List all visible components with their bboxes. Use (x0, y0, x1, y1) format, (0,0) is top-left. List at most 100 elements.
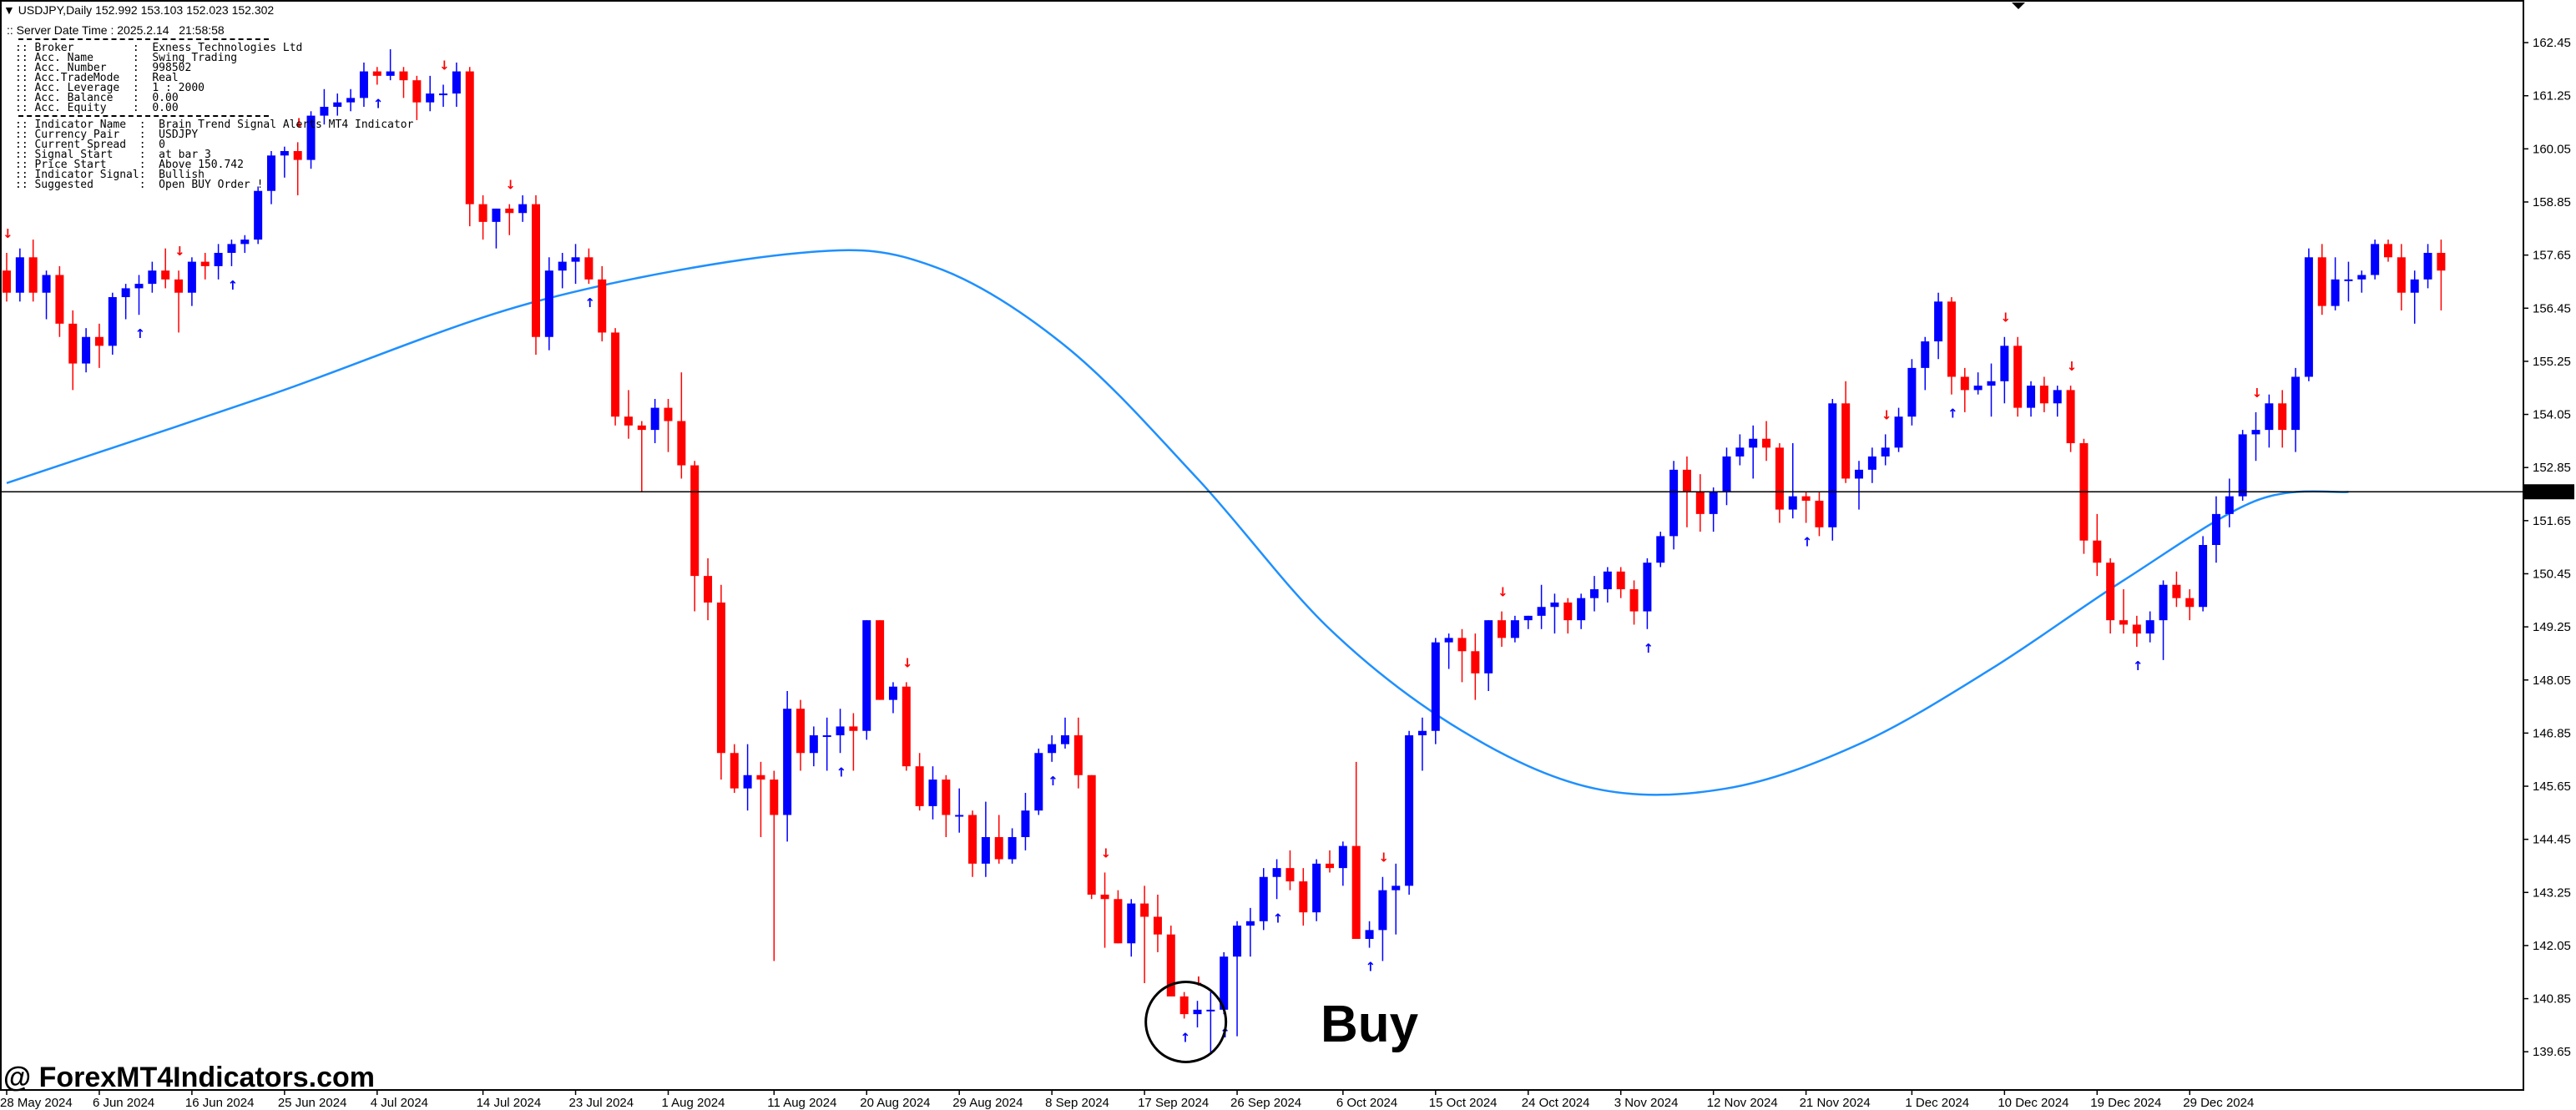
sell-arrow-icon: ↓ (505, 178, 516, 193)
candle-body (82, 336, 91, 364)
chart-border (0, 0, 2524, 1091)
y-tick-label: 143.25 (2533, 885, 2571, 900)
candle-body (558, 261, 567, 271)
x-tick-label: 14 Jul 2024 (477, 1096, 542, 1110)
candle-body (1140, 903, 1149, 917)
candle-body (2291, 376, 2301, 431)
sell-arrow-icon: ↓ (174, 244, 185, 259)
y-tick-label: 155.25 (2533, 355, 2571, 369)
y-tick-label: 151.65 (2533, 514, 2571, 528)
candle-body (2304, 257, 2313, 377)
buy-arrow-icon: ↑ (1802, 534, 1813, 549)
candle-body (1563, 602, 1573, 621)
candle-body (267, 155, 275, 191)
y-tick-label: 150.45 (2533, 567, 2571, 581)
candle-body (756, 774, 765, 780)
candle-body (505, 208, 514, 214)
candle-body (876, 620, 885, 700)
candle-body (2384, 244, 2392, 258)
candle-body (1550, 602, 1559, 608)
buy-arrow-icon: ↑ (836, 764, 847, 780)
candle-body (677, 421, 686, 466)
candle-body (161, 270, 170, 280)
candle-body (1153, 916, 1162, 935)
candle-body (1855, 469, 1863, 479)
candle-body (915, 766, 924, 806)
y-axis: 139.65 140.85 142.05 143.25 144.45 145.65 146.… (2523, 36, 2571, 1059)
candle-body (571, 257, 580, 262)
dropdown-triangle-icon[interactable]: ▼ (3, 3, 15, 17)
candle-body (1867, 456, 1876, 470)
candle-body (1351, 845, 1361, 939)
y-tick-label: 161.25 (2533, 89, 2571, 103)
candle-body (1722, 456, 1731, 492)
current-price-value: 152.302 (2526, 485, 2571, 499)
candle-body (1392, 885, 1401, 891)
candle-body (2159, 584, 2168, 621)
candle-body (55, 275, 64, 324)
candle-body (809, 735, 818, 754)
candle-body (1947, 301, 1956, 377)
candle-body (1960, 376, 1969, 391)
candle-body (888, 686, 897, 700)
sell-arrow-icon: ↓ (1378, 850, 1389, 865)
sell-arrow-icon: ↓ (439, 58, 450, 73)
candle-body (1272, 868, 1281, 877)
x-tick-label: 28 May 2024 (0, 1096, 73, 1110)
candle-body (822, 735, 831, 738)
candle-body (1828, 403, 1837, 527)
candle-body (704, 576, 713, 603)
candle-body (1934, 301, 1943, 342)
candle-body (386, 71, 395, 76)
candle-body (359, 71, 368, 98)
candle-body (1841, 403, 1851, 479)
candle-body (1484, 620, 1493, 674)
candle-body (2106, 563, 2115, 621)
candles-group (3, 49, 2446, 1054)
candle-body (1417, 730, 1427, 736)
candle-body (1405, 735, 1414, 886)
candle-body (1245, 921, 1255, 926)
candle-body (2013, 346, 2023, 408)
candle-body (2265, 403, 2274, 431)
x-tick-label: 25 Jun 2024 (278, 1096, 347, 1110)
y-tick-label: 145.65 (2533, 780, 2571, 794)
candle-body (1166, 934, 1175, 996)
sell-arrow-icon: ↓ (2252, 386, 2263, 401)
x-tick-label: 4 Jul 2024 (371, 1096, 428, 1110)
scroll-marker-icon[interactable] (2012, 3, 2025, 9)
y-tick-label: 148.05 (2533, 674, 2571, 688)
y-tick-label: 146.85 (2533, 726, 2571, 740)
candle-body (2238, 434, 2247, 497)
y-tick-label: 142.05 (2533, 939, 2571, 953)
candle-body (2199, 545, 2208, 608)
y-tick-label: 140.85 (2533, 992, 2571, 1007)
info-row: :: Acc.TradeMode : Real (15, 72, 179, 84)
candle-body (1285, 868, 1295, 882)
candle-body (2344, 279, 2353, 281)
x-tick-label: 15 Oct 2024 (1429, 1096, 1498, 1110)
candle-body (1815, 500, 1824, 527)
candle-body (2039, 386, 2048, 404)
candle-body (1682, 469, 1691, 492)
candle-body (68, 323, 78, 364)
candle-body (2357, 275, 2366, 280)
candle-body (333, 102, 342, 107)
candle-body (1762, 438, 1771, 448)
candle-body (1206, 1009, 1215, 1012)
candle-body (611, 332, 620, 417)
candle-body (1087, 774, 1096, 895)
sell-arrow-icon: ↓ (1498, 585, 1508, 600)
candle-body (1537, 607, 1546, 616)
symbol-line: USDJPY,Daily 152.992 153.103 152.023 152… (18, 3, 275, 17)
candle-body (862, 620, 871, 731)
watermark: @ ForexMT4Indicators.com (3, 1062, 376, 1093)
candle-body (770, 780, 779, 815)
candle-body (1114, 899, 1123, 944)
candle-body (1523, 615, 1533, 621)
info-row: :: Acc. Leverage : 1 : 2000 (15, 82, 205, 94)
candle-body (1788, 496, 1797, 510)
candle-body (1378, 890, 1387, 931)
candle-body (240, 240, 250, 245)
candle-body (280, 151, 289, 156)
